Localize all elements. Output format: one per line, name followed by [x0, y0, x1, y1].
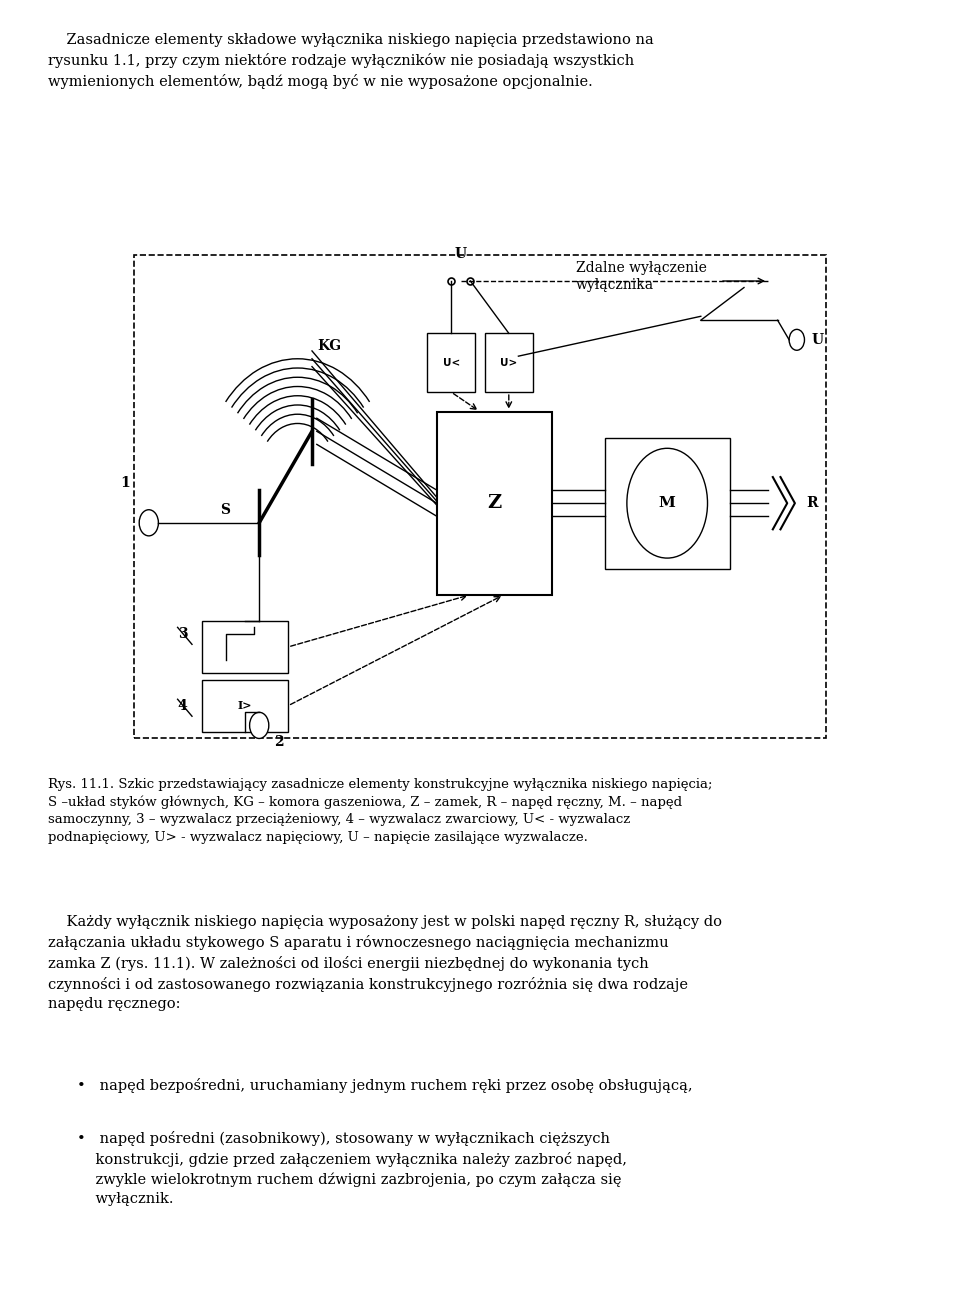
Text: Zasadnicze elementy składowe wyłącznika niskiego napięcia przedstawiono na
rysun: Zasadnicze elementy składowe wyłącznika …: [48, 33, 654, 89]
Text: Rys. 11.1. Szkic przedstawiający zasadnicze elementy konstrukcyjne wyłącznika ni: Rys. 11.1. Szkic przedstawiający zasadni…: [48, 778, 712, 844]
Text: 3: 3: [178, 627, 187, 640]
Text: Każdy wyłącznik niskiego napięcia wyposażony jest w polski napęd ręczny R, służą: Każdy wyłącznik niskiego napięcia wyposa…: [48, 915, 722, 1012]
Bar: [202, 680, 288, 732]
Circle shape: [139, 510, 158, 536]
Bar: [427, 333, 475, 392]
Text: •   napęd bezpośredni, uruchamiany jednym ruchem ręki przez osobę obsługującą,: • napęd bezpośredni, uruchamiany jednym …: [77, 1078, 692, 1093]
Text: U: U: [811, 333, 824, 346]
Bar: [485, 333, 533, 392]
Text: U<: U<: [443, 358, 460, 367]
Text: I>: I>: [237, 701, 252, 711]
Text: S: S: [221, 503, 230, 516]
FancyBboxPatch shape: [605, 438, 730, 569]
Text: U>: U>: [500, 358, 517, 367]
Text: 4: 4: [178, 699, 187, 712]
Circle shape: [250, 712, 269, 738]
Circle shape: [789, 329, 804, 350]
Text: KG: KG: [317, 339, 341, 353]
Circle shape: [627, 448, 708, 558]
Text: R: R: [806, 497, 818, 510]
Text: Z: Z: [488, 494, 501, 512]
Text: 2: 2: [274, 735, 283, 749]
Text: 1: 1: [120, 476, 130, 490]
Text: •   napęd pośredni (zasobnikowy), stosowany w wyłącznikach cięższych
    konstru: • napęd pośredni (zasobnikowy), stosowan…: [77, 1131, 627, 1206]
Bar: [202, 621, 288, 673]
Text: M: M: [659, 497, 676, 510]
Text: Zdalne wyłączenie
wyłącznika: Zdalne wyłączenie wyłącznika: [576, 261, 707, 291]
Bar: [437, 412, 552, 595]
Text: U: U: [455, 247, 467, 261]
